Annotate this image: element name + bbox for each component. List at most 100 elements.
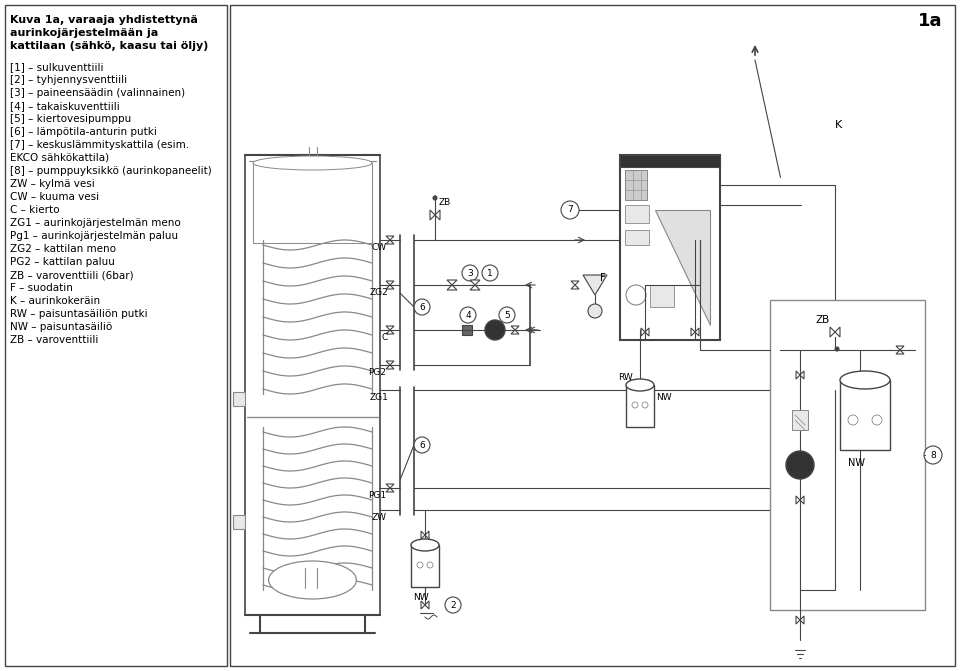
Text: PG2: PG2	[368, 368, 386, 377]
Text: 7: 7	[567, 205, 573, 215]
Polygon shape	[421, 601, 425, 609]
Ellipse shape	[411, 539, 439, 551]
Polygon shape	[800, 371, 804, 379]
Polygon shape	[641, 328, 645, 336]
Text: 2: 2	[450, 601, 456, 609]
Text: 6: 6	[420, 303, 425, 311]
Circle shape	[462, 265, 478, 281]
Polygon shape	[386, 488, 394, 492]
Polygon shape	[796, 496, 800, 504]
Text: NW: NW	[413, 593, 428, 602]
Text: ZG1 – aurinkojärjestelmän meno: ZG1 – aurinkojärjestelmän meno	[10, 218, 180, 228]
Polygon shape	[645, 328, 649, 336]
Circle shape	[414, 437, 430, 453]
Text: F: F	[600, 273, 606, 283]
Text: 1: 1	[487, 268, 492, 278]
Text: ZG1: ZG1	[370, 393, 389, 402]
Polygon shape	[830, 327, 835, 337]
Text: [1] – sulkuventtiili: [1] – sulkuventtiili	[10, 62, 104, 72]
Text: CW – kuuma vesi: CW – kuuma vesi	[10, 192, 99, 202]
Text: [2] – tyhjennysventtiili: [2] – tyhjennysventtiili	[10, 75, 127, 85]
Circle shape	[835, 347, 839, 351]
Polygon shape	[386, 484, 394, 488]
Polygon shape	[896, 346, 904, 350]
Polygon shape	[800, 616, 804, 624]
Circle shape	[499, 307, 515, 323]
Bar	[253, 163, 372, 243]
Text: EKCO sähkökattila): EKCO sähkökattila)	[10, 153, 109, 163]
Circle shape	[924, 446, 942, 464]
Polygon shape	[691, 328, 695, 336]
Text: C: C	[382, 333, 388, 342]
Bar	[620, 155, 720, 340]
Bar	[233, 515, 245, 529]
Bar	[730, 20, 861, 170]
Text: NW: NW	[656, 393, 672, 402]
Circle shape	[561, 201, 579, 219]
Text: RW – paisuntasäiliön putki: RW – paisuntasäiliön putki	[10, 309, 148, 319]
Bar	[625, 205, 649, 223]
Text: CW: CW	[372, 243, 387, 252]
Text: [5] – kiertovesipumppu: [5] – kiertovesipumppu	[10, 114, 132, 124]
Text: ZB: ZB	[439, 198, 451, 207]
Text: 6: 6	[420, 440, 425, 450]
Polygon shape	[386, 240, 394, 244]
Polygon shape	[425, 531, 429, 539]
Bar	[411, 545, 439, 587]
Text: NW – paisuntasäiliö: NW – paisuntasäiliö	[10, 322, 112, 332]
Polygon shape	[583, 275, 607, 295]
Polygon shape	[655, 210, 710, 325]
Polygon shape	[386, 330, 394, 334]
Text: 8: 8	[930, 450, 936, 460]
Circle shape	[445, 597, 461, 613]
Ellipse shape	[253, 156, 372, 170]
Polygon shape	[470, 280, 480, 285]
Ellipse shape	[626, 379, 654, 391]
Polygon shape	[386, 365, 394, 369]
Bar	[5, 5, 227, 666]
Text: ZG2 – kattilan meno: ZG2 – kattilan meno	[10, 244, 116, 254]
Polygon shape	[695, 328, 699, 336]
Polygon shape	[386, 361, 394, 365]
Circle shape	[482, 265, 498, 281]
Text: Kuva 1a, varaaja yhdistettynä: Kuva 1a, varaaja yhdistettynä	[10, 15, 198, 25]
Bar	[245, 155, 380, 615]
Text: 1a: 1a	[918, 12, 942, 30]
Text: [7] – keskuslämmityskattila (esim.: [7] – keskuslämmityskattila (esim.	[10, 140, 189, 150]
Polygon shape	[447, 280, 457, 285]
Circle shape	[588, 304, 602, 318]
Polygon shape	[386, 326, 394, 330]
Text: 4: 4	[466, 311, 470, 319]
Bar	[625, 230, 649, 245]
Text: [8] – pumppuyksikkö (aurinkopaneelit): [8] – pumppuyksikkö (aurinkopaneelit)	[10, 166, 212, 176]
Text: F – suodatin: F – suodatin	[10, 283, 73, 293]
Bar	[462, 325, 472, 335]
Text: aurinkojärjestelmään ja: aurinkojärjestelmään ja	[10, 28, 158, 38]
Text: C – kierto: C – kierto	[10, 205, 60, 215]
Text: 5: 5	[504, 311, 510, 319]
Polygon shape	[571, 285, 579, 289]
Bar	[620, 155, 720, 167]
Text: ZB – varoventtiili: ZB – varoventtiili	[10, 335, 98, 345]
Text: Pg1 – aurinkojärjestelmän paluu: Pg1 – aurinkojärjestelmän paluu	[10, 231, 179, 241]
Circle shape	[460, 307, 476, 323]
Text: NW: NW	[848, 458, 865, 468]
Polygon shape	[796, 371, 800, 379]
Polygon shape	[425, 601, 429, 609]
Bar	[770, 300, 925, 610]
Text: [3] – paineensäädin (valinnainen): [3] – paineensäädin (valinnainen)	[10, 88, 185, 98]
Polygon shape	[571, 281, 579, 285]
Circle shape	[485, 320, 505, 340]
Polygon shape	[796, 616, 800, 624]
Polygon shape	[896, 350, 904, 354]
Bar	[626, 385, 654, 427]
Ellipse shape	[840, 371, 890, 389]
Polygon shape	[835, 327, 840, 337]
Circle shape	[414, 299, 430, 315]
Polygon shape	[511, 330, 519, 334]
Text: RW: RW	[618, 373, 633, 382]
Text: 3: 3	[468, 268, 473, 278]
Bar	[233, 392, 245, 406]
Text: ZG2: ZG2	[370, 288, 389, 297]
Bar	[625, 170, 647, 200]
